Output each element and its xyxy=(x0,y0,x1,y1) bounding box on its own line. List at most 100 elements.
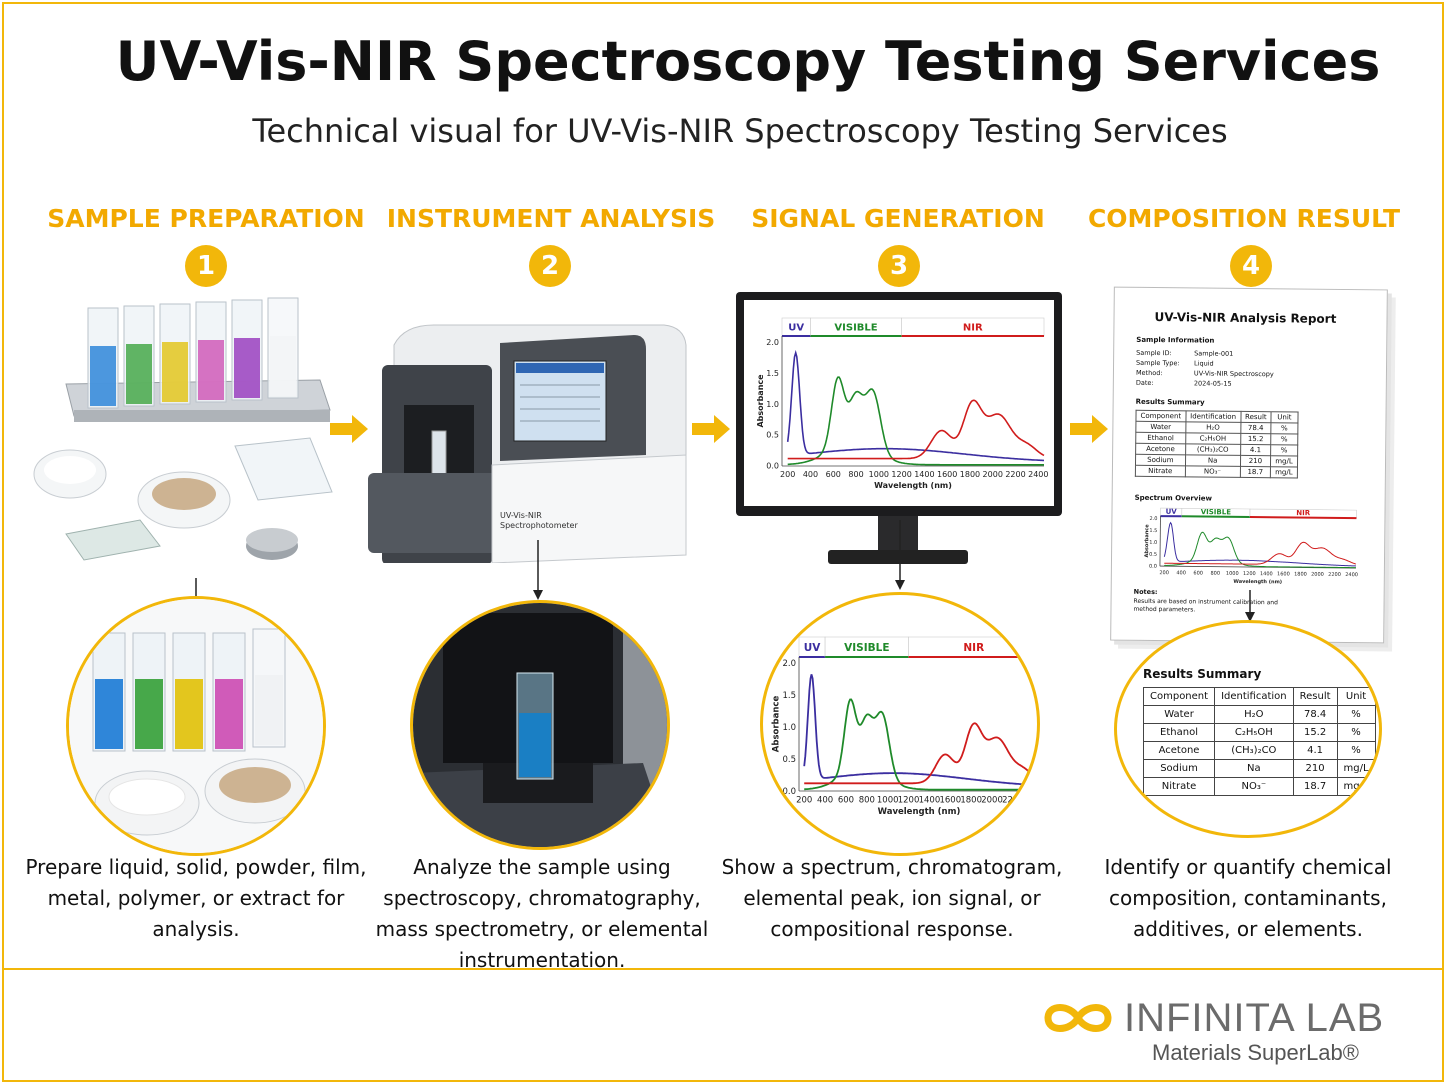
results-table-zoom-cell: (CH₃)₂CO xyxy=(1214,741,1294,760)
spectrum-overview-heading: Spectrum Overview xyxy=(1134,493,1213,503)
results-table-small-cell: Sodium xyxy=(1135,454,1186,466)
sample-info-key: Method: xyxy=(1135,368,1163,378)
results-table-small-cell: 18.7 xyxy=(1239,466,1271,478)
footer-divider xyxy=(2,968,1444,970)
sample-info-list: Sample ID: Sample-001 Sample Type: Liquid Me… xyxy=(1136,348,1274,389)
results-table-zoom-cell: mg/L xyxy=(1336,759,1376,778)
zoom-circle-spectrum: UV VISIBLE NIR 0.0 0.5 1.0 1.5 2.0 200 400 600 800 1… xyxy=(760,592,1040,856)
spectrum-y-tick-label: 0.0 xyxy=(1149,564,1157,570)
spectrum-visible-curve xyxy=(1164,531,1356,569)
spectrum-y-tick-label: 0.5 xyxy=(1149,552,1157,558)
results-table-small-cell: Acetone xyxy=(1135,443,1186,455)
spectrum-y-tick-label: 0.5 xyxy=(766,431,779,440)
spectrum-x-tick-label: 800 xyxy=(848,470,863,479)
results-table-small-cell: C₂H₅OH xyxy=(1185,432,1241,445)
spectrum-y-tick-label: 1.0 xyxy=(1149,540,1157,546)
results-table-zoom-cell: C₂H₅OH xyxy=(1214,723,1294,742)
spectrum-x-axis-label: Wavelength (nm) xyxy=(878,807,961,817)
results-table-small-cell: Nitrate xyxy=(1135,465,1186,477)
spectrum-x-tick-label: 1600 xyxy=(1277,571,1290,577)
spectrum-x-tick-label: 1200 xyxy=(898,796,920,806)
results-table-zoom-cell: % xyxy=(1336,723,1376,742)
spectrum-region-label: NIR xyxy=(963,323,983,334)
spectrum-x-tick-label: 200 xyxy=(796,796,812,806)
spectrum-y-tick-label: 2.0 xyxy=(1149,516,1157,522)
results-table-zoom-cell: Ethanol xyxy=(1142,723,1216,742)
page-title: UV-Vis-NIR Spectroscopy Testing Services xyxy=(115,30,1381,93)
step-1-caption: Prepare liquid, solid, powder, film, met… xyxy=(25,855,367,941)
results-table-zoom-cell: % xyxy=(1336,705,1376,724)
results-heading: Results Summary xyxy=(1135,397,1205,407)
spectrum-x-tick-label: 1800 xyxy=(960,470,980,479)
spectrum-x-tick-label: 1400 xyxy=(1260,571,1273,577)
spectrum-nir-curve xyxy=(804,722,1037,785)
spectrum-x-tick-label: 800 xyxy=(859,796,875,806)
results-table-zoom-cell: H₂O xyxy=(1214,705,1294,724)
results-table-small-cell: 210 xyxy=(1240,455,1271,467)
results-table-zoom-row: Acetone (CH₃)₂CO 4.1% xyxy=(1142,741,1376,760)
spectrum-region-label: UV xyxy=(1166,508,1178,516)
spectrum-region-label: NIR xyxy=(963,642,984,654)
spectrum-uv-curve xyxy=(803,674,1037,787)
spectrum-x-tick-label: 2400 xyxy=(1345,572,1358,578)
pointer-arrow-icon xyxy=(533,540,543,600)
spectrum-y-tick-label: 0.5 xyxy=(782,755,796,765)
spectrum-region-label: VISIBLE xyxy=(834,323,877,334)
results-table-small-cell: % xyxy=(1270,444,1298,457)
spectrum-region-bar xyxy=(1249,516,1357,520)
spectrum-x-tick-label: 200 xyxy=(1159,570,1169,576)
zoom-circle-results: Results Summary Component Identification R… xyxy=(1114,620,1382,838)
flow-arrow-icon xyxy=(330,415,368,443)
spectrum-x-tick-label: 1400 xyxy=(919,796,941,806)
analysis-report: UV-Vis-NIR Analysis Report Sample Inform… xyxy=(1110,286,1388,644)
sample-info-key: Date: xyxy=(1135,378,1154,387)
spectrum-x-tick-label: 2000 xyxy=(1311,572,1324,578)
instrument-label: UV-Vis-NIR Spectrophotometer xyxy=(500,511,578,531)
spectrum-region-label: UV xyxy=(788,323,804,334)
results-table-small-cell: % xyxy=(1271,422,1298,435)
spectrum-x-tick-label: 2200 xyxy=(1005,470,1025,479)
spectrum-nir-curve xyxy=(787,399,1045,460)
spectrum-x-axis-label: Wavelength (nm) xyxy=(874,481,952,490)
results-table-zoom-cell: 18.7 xyxy=(1292,777,1338,796)
spectrum-uv-curve xyxy=(786,349,1044,462)
spectrum-region-bar xyxy=(1181,515,1250,519)
spectrum-y-tick-label: 2.0 xyxy=(766,338,779,347)
flow-arrow-icon xyxy=(1070,415,1108,443)
spectrum-x-tick-label: 2400 xyxy=(1028,470,1048,479)
step-2-caption: Analyze the sample using spectroscopy, c… xyxy=(375,855,709,972)
spectrum-y-axis-label: Absorbance xyxy=(1144,524,1150,558)
spectrum-y-tick-label: 0.0 xyxy=(782,787,796,797)
results-table-zoom-cell: % xyxy=(1336,741,1376,760)
spectrum-region-label: NIR xyxy=(1296,509,1311,517)
spectrum-x-tick-label: 400 xyxy=(1176,570,1186,576)
results-table-small-cell: (CH₃)₂CO xyxy=(1185,443,1241,456)
spectrum-x-tick-label: 1000 xyxy=(1226,571,1239,577)
spectrum-uv-curve xyxy=(1163,521,1357,567)
spectrum-y-tick-label: 1.0 xyxy=(782,723,796,733)
sample-preparation-illustration xyxy=(33,297,333,561)
results-table-zoom-row: Sodium Na 210 mg/L xyxy=(1142,759,1376,778)
step-4-title: COMPOSITION RESULT xyxy=(1087,204,1401,233)
results-table-zoom-cell: 4.1 xyxy=(1292,741,1338,760)
results-table-small-header-cell: Result xyxy=(1240,411,1272,423)
spectrum-x-tick-label: 800 xyxy=(1210,571,1220,577)
results-table-zoom: Component Identification Result Unit Water H₂… xyxy=(1142,687,1376,796)
sample-info-key: Sample Type: xyxy=(1136,358,1180,368)
pointer-arrow-icon xyxy=(1245,590,1255,622)
brand-name: INFINITA LAB xyxy=(1124,996,1385,1040)
spectrum-x-tick-label: 1400 xyxy=(914,470,934,479)
flow-arrow-icon xyxy=(692,415,730,443)
results-table-small-header-cell: Identification xyxy=(1185,410,1241,423)
results-table-small-cell: Water xyxy=(1135,421,1186,433)
results-table-small-cell: NO₃⁻ xyxy=(1185,465,1241,478)
pointer-arrow-icon xyxy=(895,520,905,590)
spectrum-y-tick-label: 1.5 xyxy=(1149,528,1157,534)
spectrum-y-tick-label: 1.5 xyxy=(782,691,796,701)
spectrum-x-tick-label: 1200 xyxy=(891,470,911,479)
sample-info-value: Sample-001 xyxy=(1194,349,1234,358)
sample-info-row: Date: 2024-05-15 xyxy=(1136,378,1274,389)
results-table-zoom-cell: Nitrate xyxy=(1142,777,1216,796)
